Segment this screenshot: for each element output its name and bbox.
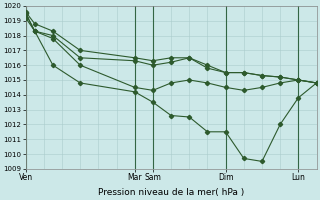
X-axis label: Pression niveau de la mer( hPa ): Pression niveau de la mer( hPa )	[98, 188, 244, 197]
